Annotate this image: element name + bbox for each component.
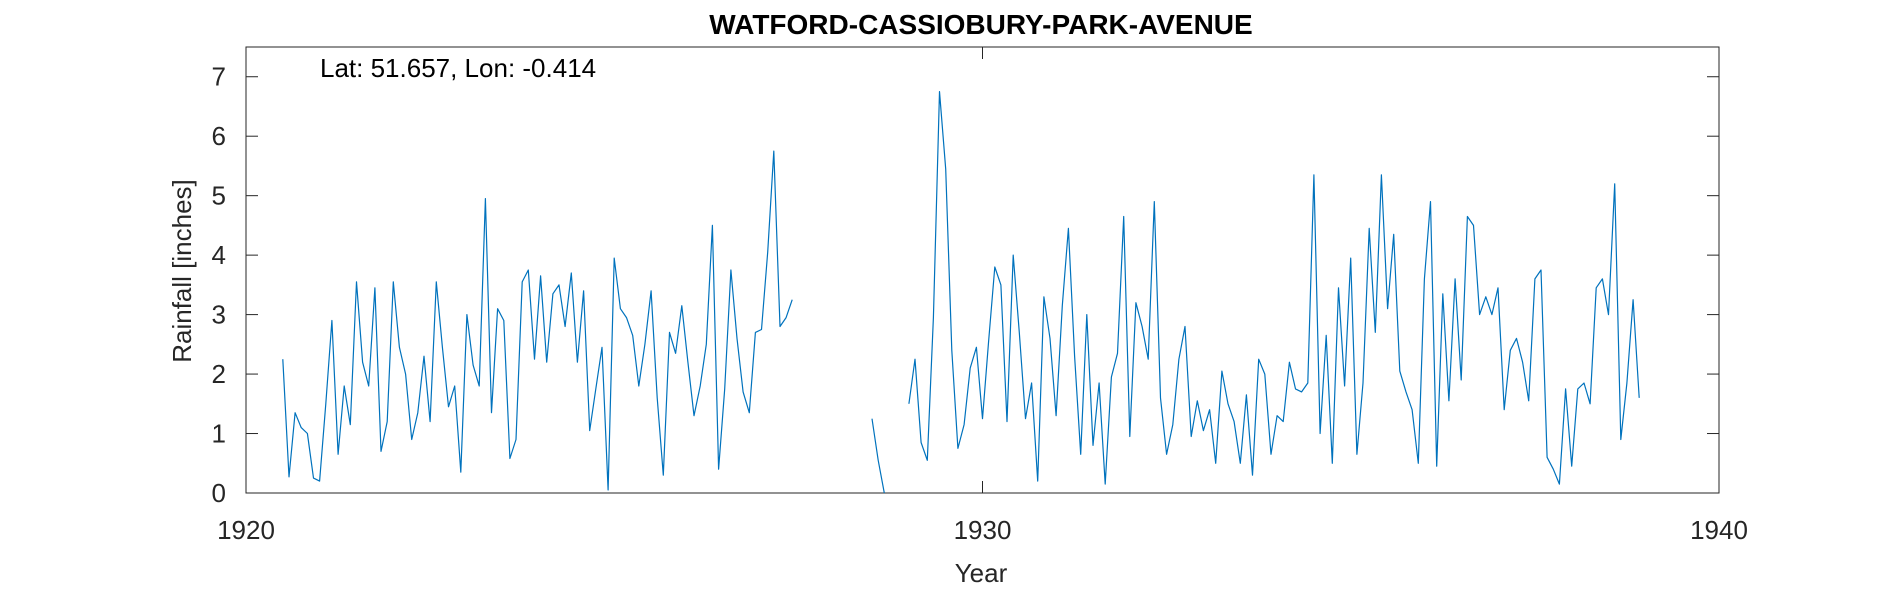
x-axis-label: Year	[955, 558, 1008, 588]
y-tick-label: 2	[212, 359, 226, 389]
chart-title: WATFORD-CASSIOBURY-PARK-AVENUE	[709, 9, 1252, 40]
location-annotation: Lat: 51.657, Lon: -0.414	[320, 53, 596, 83]
series-line-segment-1	[282, 150, 793, 491]
y-axis: 0 1 2 3 4 5 6 7	[212, 62, 1719, 508]
y-tick-label: 1	[212, 419, 226, 449]
y-axis-label: Rainfall [inches]	[167, 179, 197, 363]
x-tick-label: 1920	[217, 515, 275, 545]
x-axis: 1920 1930 1940	[217, 47, 1748, 545]
y-tick-label: 0	[212, 478, 226, 508]
rainfall-series	[282, 90, 1640, 494]
y-tick-label: 6	[212, 121, 226, 151]
series-line-segment-2	[871, 418, 885, 494]
y-tick-label: 4	[212, 240, 226, 270]
y-tick-label: 7	[212, 62, 226, 92]
y-tick-label: 3	[212, 300, 226, 330]
plot-box	[245, 46, 1720, 494]
x-tick-label: 1930	[954, 515, 1012, 545]
y-tick-label: 5	[212, 181, 226, 211]
series-line-segment-3	[908, 90, 1640, 485]
x-tick-label: 1940	[1690, 515, 1748, 545]
